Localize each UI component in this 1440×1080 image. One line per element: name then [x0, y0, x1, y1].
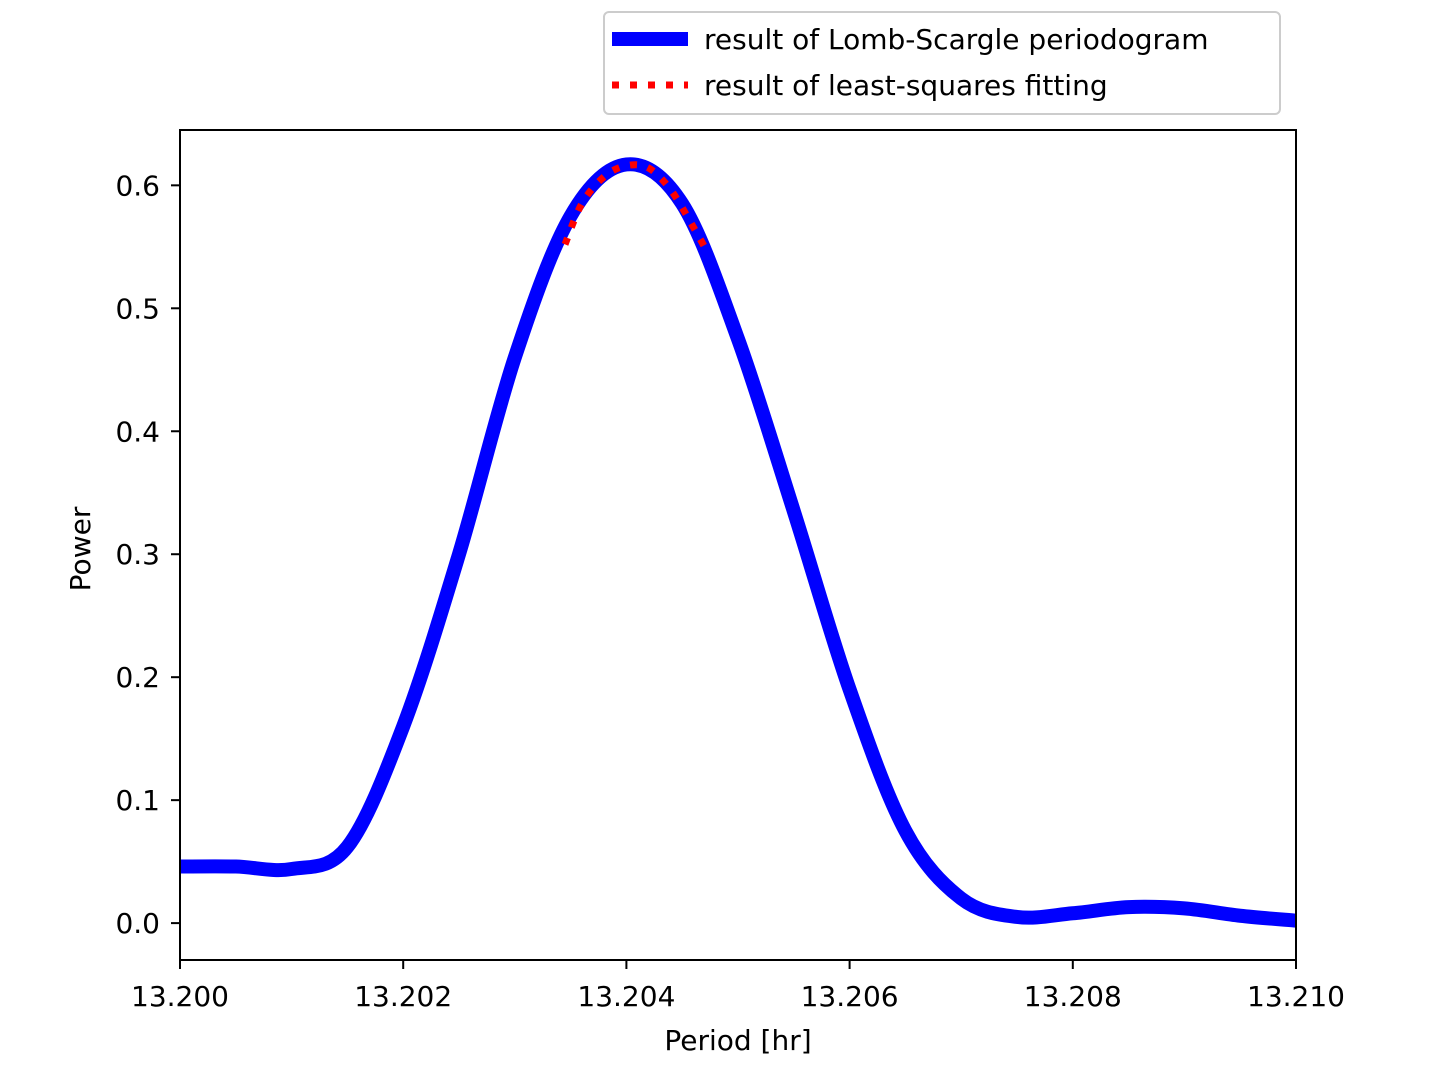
series-lomb-scargle-line [180, 157, 1296, 928]
y-axis-label: Power [64, 506, 97, 591]
x-axis-label: Period [hr] [664, 1024, 811, 1057]
y-tick-label: 0.0 [115, 907, 160, 940]
x-tick-label: 13.206 [801, 980, 899, 1013]
y-tick-label: 0.5 [115, 292, 160, 325]
y-tick-label: 0.4 [115, 415, 160, 448]
y-tick-label: 0.1 [115, 784, 160, 817]
axes: 13.200 13.202 13.204 13.206 13.208 13.210 0.0 0… [115, 129, 1345, 1013]
series-least-squares-line [561, 161, 708, 249]
y-tick-label: 0.3 [115, 538, 160, 571]
legend-label: result of least-squares fitting [704, 69, 1108, 102]
y-tick-label: 0.2 [115, 661, 160, 694]
y-tick-label: 0.6 [115, 169, 160, 202]
legend: result of Lomb-Scargle periodogram result… [603, 11, 1281, 115]
x-tick-label: 13.208 [1024, 980, 1122, 1013]
axes-frame [179, 129, 1297, 961]
x-tick-label: 13.200 [131, 980, 229, 1013]
x-tick-label: 13.202 [354, 980, 452, 1013]
x-tick-label: 13.204 [577, 980, 675, 1013]
plot-area [180, 157, 1296, 928]
legend-label: result of Lomb-Scargle periodogram [704, 23, 1208, 56]
legend-box [603, 11, 1281, 115]
x-tick-label: 13.210 [1247, 980, 1345, 1013]
